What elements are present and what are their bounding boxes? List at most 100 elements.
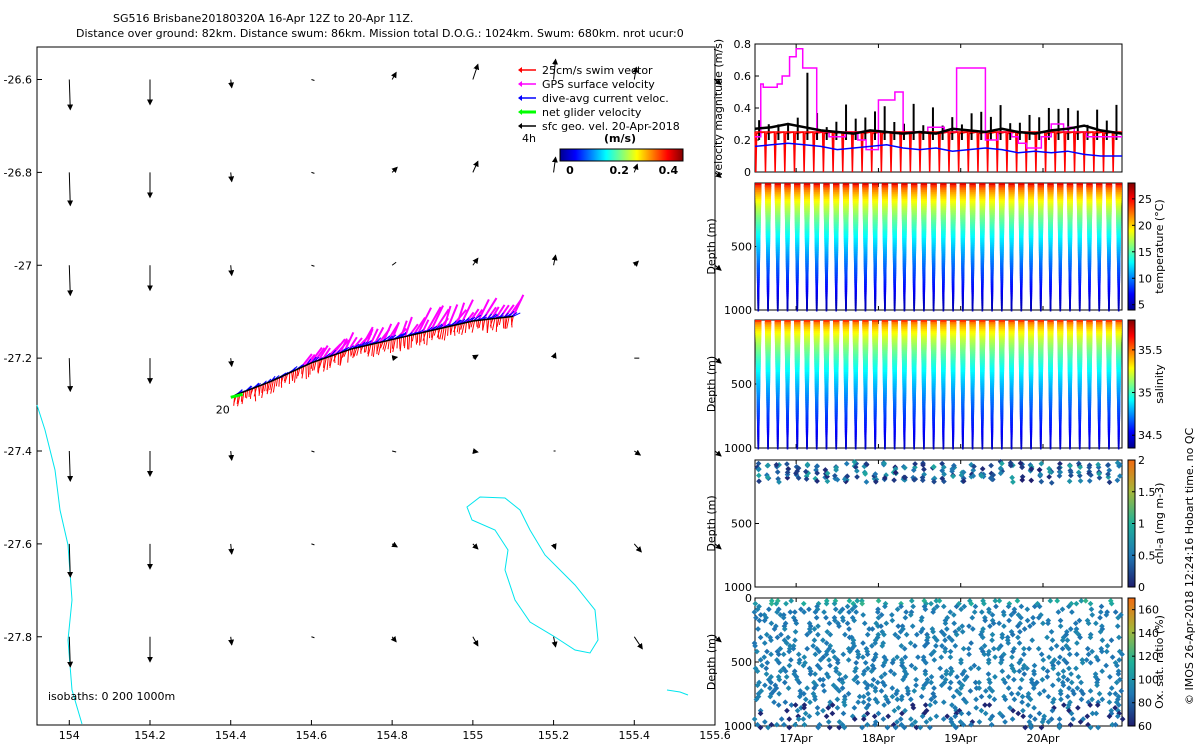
swim-vector [367,344,370,355]
temperature-profile-sample [884,307,886,312]
swim-vector [431,329,435,341]
salinity-profile-sample [942,445,945,450]
velocity-swim-trace [773,131,785,173]
salinity-profile-sample [845,445,847,450]
swim-vector [250,388,254,395]
gps-velocity-vector [460,299,474,325]
swim-vector [283,374,287,382]
depth-tick-label: 500 [731,378,752,391]
swim-vector [339,351,343,365]
swim-vector [458,323,461,335]
map-x-tick-label: 155.6 [699,729,731,742]
velocity-series-line [755,48,1122,151]
geo-velocity-arrow [228,450,235,462]
geo-velocity-arrow [311,171,315,174]
swim-vector [365,345,368,353]
swim-vector [441,327,445,340]
geo-velocity-arrow [311,450,315,453]
swim-vector [307,364,310,378]
legend-swatch-head [518,95,522,101]
salinity-profile-sample [776,445,779,450]
swim-vector [399,337,402,352]
map-x-tick-label: 155.2 [538,729,570,742]
geo-velocity-arrow [311,636,315,639]
temperature-profile-sample [825,307,828,312]
gps-velocity-vector [317,345,329,361]
velocity-y-tick-label: 0.8 [734,38,752,51]
map-x-tick-label: 154.4 [215,729,247,742]
geo-velocity-arrow [551,156,558,173]
geo-velocity-arrow [633,543,642,553]
salinity-profile-sample [825,445,828,450]
swim-vector [436,328,441,338]
swim-vector [498,317,502,326]
salinity-profile-sample [932,445,935,450]
geo-velocity-arrow [311,543,315,546]
swim-vector [376,342,380,352]
gps-velocity-vector [495,304,506,319]
legend-label: sfc geo. vel. 20-Apr-2018 [542,120,680,133]
swim-vector [326,356,329,370]
temperature-profile-sample [757,307,760,312]
gps-velocity-vector [434,308,450,331]
swim-vector [333,353,337,362]
temperature-profile-sample [981,307,984,312]
salinity-profile-sample [981,445,984,450]
map-y-tick-label: -27 [14,259,32,272]
velocity-swim-trace [1082,131,1094,173]
figure-title-line2: Distance over ground: 82km. Distance swu… [76,27,684,40]
temperature-profile-sample [1049,307,1052,312]
swim-vector [372,343,376,358]
swim-vector [329,356,331,367]
velocity-y-tick-label: 0 [744,166,751,179]
swim-vector [297,368,301,377]
gps-velocity-vector [373,326,385,345]
temperature-profile-sample [1020,307,1023,312]
geo-velocity-arrow [228,79,235,89]
geo-velocity-arrow [550,352,557,359]
net-glider-velocity [230,392,244,399]
temperature-profile-sample [1088,307,1091,312]
swim-vector [415,334,418,345]
swim-vector [420,332,423,343]
map-x-tick-label: 154 [59,729,80,742]
temperature-colorbar-tick-label: 25 [1138,193,1152,206]
gps-velocity-vector [322,347,331,360]
swim-vector [502,317,505,329]
geo-velocity-arrow [714,357,722,364]
swim-vector [443,327,447,341]
temperature-colorbar-tick-label: 20 [1138,219,1152,232]
map-y-tick-label: -26.6 [4,74,32,87]
velocity-y-tick-label: 0.4 [734,102,752,115]
swim-vector [318,358,323,369]
temperature-profile-sample [1078,307,1081,312]
geo-velocity-arrow [632,66,639,80]
map-colorbar [559,148,684,162]
geo-velocity-arrow [472,448,479,454]
swim-vector [280,375,285,384]
swim-vector [377,341,382,356]
geo-velocity-arrow [228,172,235,183]
temperature-profile-sample [1039,307,1042,312]
geo-velocity-arrow [632,163,639,173]
temperature-profile-sample [991,307,993,312]
geo-velocity-arrow [714,79,722,86]
velocity-swim-trace [802,131,814,173]
temperature-profile-sample [786,307,789,312]
swim-vector [510,316,513,328]
swim-vector [258,385,261,396]
legend-label: net glider velocity [542,106,642,119]
gps-velocity-vector [447,304,459,328]
velocity-y-tick-label: 0.6 [734,70,752,83]
gps-velocity-vector [499,304,510,319]
temperature-profile-sample [1108,307,1110,312]
temperature-frame [754,182,1123,311]
map-colorbar-tick-label: 0 [566,164,574,177]
temperature-profile-sample [815,307,818,312]
swim-vector [477,320,480,329]
geo-velocity-arrow [67,79,74,111]
temperature-profile-sample [893,307,896,312]
swim-vector [383,340,388,352]
swim-vector [506,316,510,329]
swim-vector [389,339,392,354]
